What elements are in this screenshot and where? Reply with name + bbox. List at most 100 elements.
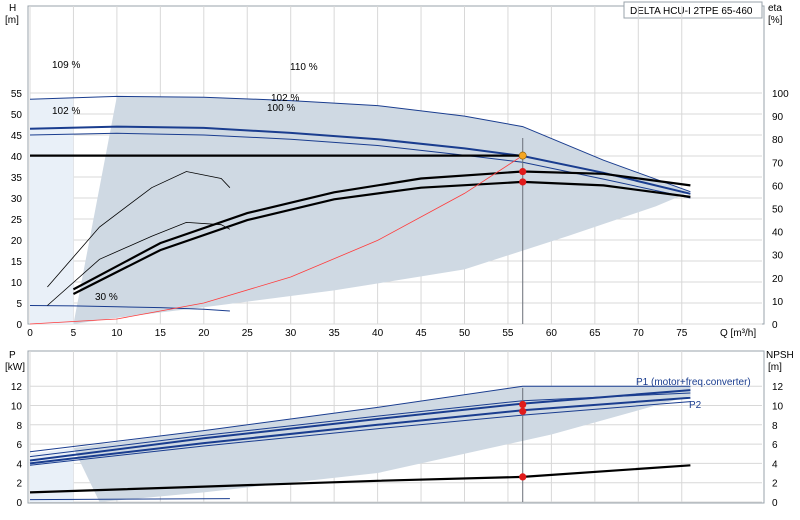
y-left-tick-label: 45 — [11, 131, 23, 142]
x-axis-label: Q [m³/h] — [720, 328, 756, 339]
series-p1-motor-freq-converter- — [29, 389, 691, 462]
bottom-right-axis-unit: [m] — [768, 362, 782, 373]
x-tick-label: 0 — [27, 328, 33, 339]
x-tick-label: 35 — [329, 328, 341, 339]
y-right-tick-label: 0 — [772, 320, 778, 331]
series-30- — [29, 305, 230, 312]
y-left-tick-label: 5 — [16, 299, 22, 310]
top-left-axis-unit: [m] — [5, 15, 19, 26]
annotation-100: 100 % — [267, 103, 295, 114]
bottom-left-axis-label: P — [9, 350, 16, 361]
y-left-tick-label: 55 — [11, 89, 23, 100]
y-left-tick-label: 6 — [16, 440, 22, 451]
top-right-axis-unit: [%] — [768, 15, 783, 26]
y-left-tick-label: 35 — [11, 173, 23, 184]
y-right-tick-label: 10 — [772, 297, 784, 308]
x-tick-label: 60 — [546, 328, 558, 339]
y-right-tick-label: 30 — [772, 251, 784, 262]
bottom-chart: P [kW] NPSH [m] 0 2 4 6 8 10 12 0 2 4 6 8 10 12 P1 (m… — [5, 350, 794, 509]
y-left-tick-label: 0 — [16, 498, 22, 509]
y-right-tick-label: 8 — [772, 421, 778, 432]
series-eta-low-2 — [47, 221, 231, 306]
bottom-ticks: 0 2 4 6 8 10 12 0 2 4 6 8 10 12 — [11, 382, 784, 509]
series-p1-upper — [29, 385, 691, 453]
y-left-tick-label: 10 — [11, 402, 23, 413]
x-tick-label: 40 — [372, 328, 384, 339]
top-right-axis-label: eta — [768, 3, 782, 14]
annotation-30: 30 % — [95, 292, 118, 303]
label-p1: P1 (motor+freq.converter) — [636, 377, 751, 388]
annotation-102-left: 102 % — [52, 106, 80, 117]
x-tick-label: 65 — [589, 328, 601, 339]
bottom-points — [519, 400, 527, 481]
y-left-tick-label: 30 — [11, 194, 23, 205]
y-right-tick-label: 80 — [772, 135, 784, 146]
y-right-tick-label: 100 — [772, 89, 789, 100]
x-tick-label: 20 — [198, 328, 210, 339]
y-left-tick-label: 50 — [11, 110, 23, 121]
y-right-tick-label: 6 — [772, 440, 778, 451]
top-chart: DELTA HCU-I 2TPE 65-460 H [m] eta [%] Q … — [5, 1, 789, 339]
y-right-tick-label: 40 — [772, 228, 784, 239]
operating-envelope — [73, 96, 691, 325]
x-tick-label: 75 — [676, 328, 688, 339]
y-left-tick-label: 8 — [16, 421, 22, 432]
chart-title: DELTA HCU-I 2TPE 65-460 — [630, 6, 753, 17]
x-tick-label: 25 — [242, 328, 254, 339]
y-left-tick-label: 25 — [11, 215, 23, 226]
duty-point — [519, 178, 527, 186]
top-envelope — [30, 96, 691, 325]
annotation-110: 110 % — [290, 62, 318, 73]
annotation-109: 109 % — [52, 60, 80, 71]
duty-point — [519, 407, 527, 415]
y-right-tick-label: 12 — [772, 382, 784, 393]
y-right-tick-label: 20 — [772, 274, 784, 285]
top-points — [518, 151, 527, 186]
duty-point — [518, 151, 527, 160]
y-right-tick-label: 50 — [772, 205, 784, 216]
x-tick-label: 50 — [459, 328, 471, 339]
series-eta-high — [72, 170, 691, 291]
series-system — [29, 155, 523, 325]
x-tick-label: 15 — [155, 328, 167, 339]
x-tick-label: 70 — [633, 328, 645, 339]
y-left-tick-label: 10 — [11, 278, 23, 289]
x-tick-label: 45 — [415, 328, 427, 339]
series-eta-low — [47, 171, 231, 288]
series-p1-mid — [29, 392, 691, 458]
duty-point — [519, 400, 527, 409]
duty-point — [519, 473, 527, 481]
bottom-plot-frame — [27, 350, 765, 504]
x-tick-label: 30 — [285, 328, 297, 339]
y-left-tick-label: 20 — [11, 236, 23, 247]
y-right-tick-label: 90 — [772, 112, 784, 123]
operating-envelope-left — [30, 97, 74, 324]
top-ticks: 0 5 10 15 20 25 30 35 40 45 50 55 60 65 70 75 0 5 10 15 20 25… — [11, 89, 789, 339]
power-envelope — [73, 386, 691, 502]
top-left-axis-label: H — [9, 3, 16, 14]
y-left-tick-label: 15 — [11, 257, 23, 268]
y-right-tick-label: 70 — [772, 158, 784, 169]
series-102- — [29, 125, 691, 195]
x-tick-label: 5 — [71, 328, 77, 339]
y-right-tick-label: 4 — [772, 459, 778, 470]
bottom-left-axis-unit: [kW] — [5, 362, 25, 373]
series-p2 — [29, 396, 691, 465]
y-left-tick-label: 12 — [11, 382, 23, 393]
y-left-tick-label: 2 — [16, 479, 22, 490]
bottom-series — [29, 385, 691, 502]
y-left-tick-label: 0 — [16, 320, 22, 331]
label-p2: P2 — [689, 400, 702, 411]
x-tick-label: 55 — [502, 328, 514, 339]
top-series — [29, 95, 691, 325]
y-right-tick-label: 0 — [772, 498, 778, 509]
series-p2-lower — [29, 401, 691, 466]
y-right-tick-label: 10 — [772, 402, 784, 413]
series-eta-mid — [72, 180, 691, 295]
y-left-tick-label: 4 — [16, 459, 22, 470]
duty-point — [519, 167, 527, 176]
y-right-tick-label: 2 — [772, 479, 778, 490]
series-npsh — [29, 464, 691, 494]
series-110- — [29, 95, 691, 193]
